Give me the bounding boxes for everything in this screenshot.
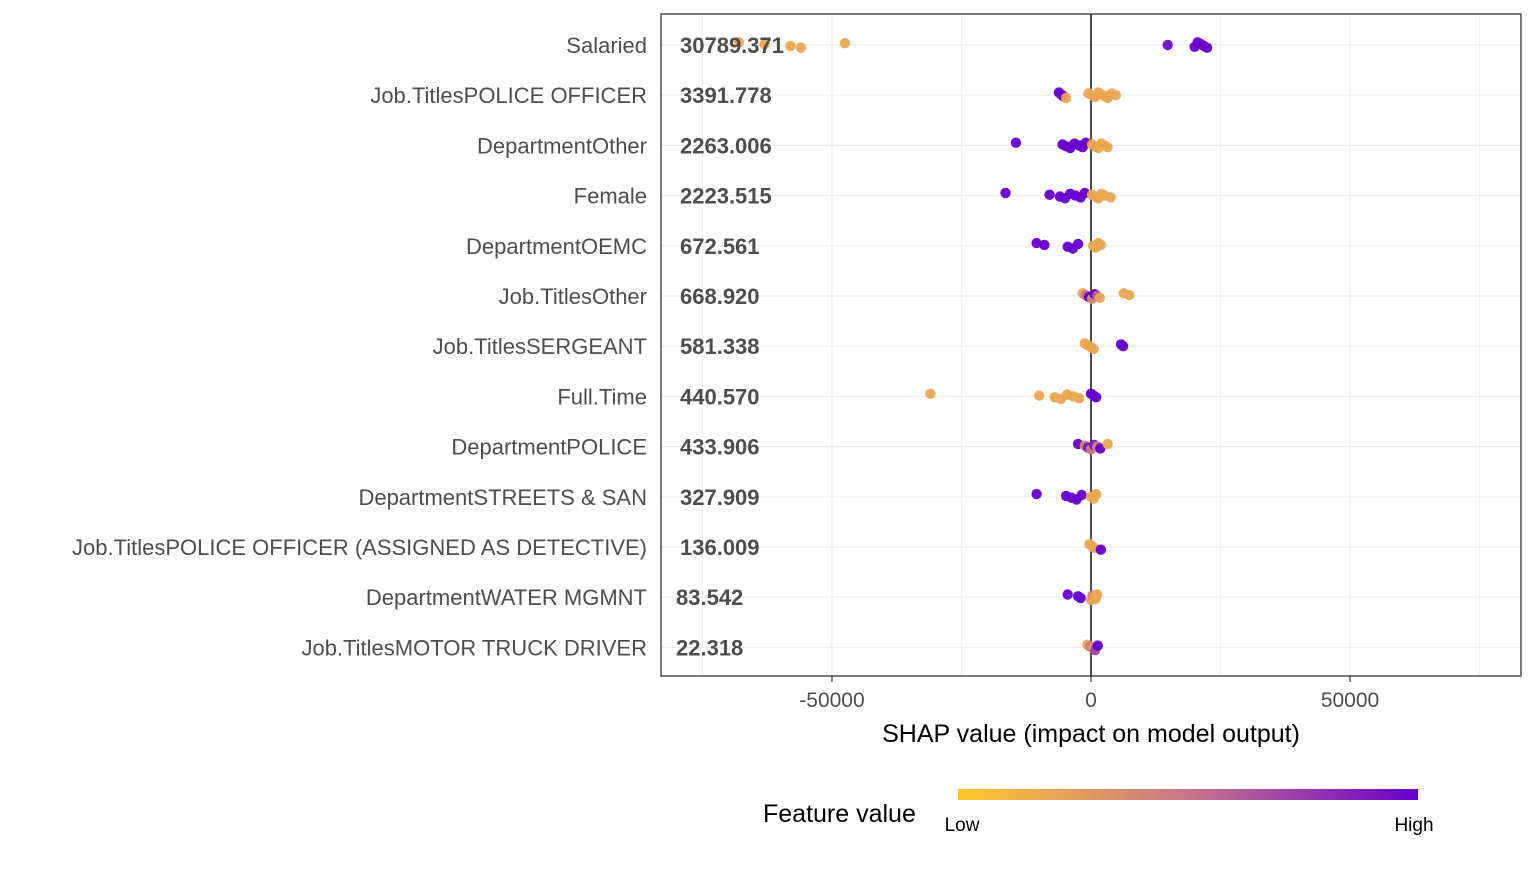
shap-point: [1102, 142, 1113, 153]
feature-label: Female: [574, 184, 647, 209]
feature-label: Full.Time: [557, 384, 647, 409]
mean-abs-shap-label: 668.920: [680, 284, 760, 309]
x-axis: -50000 0 50000: [799, 676, 1379, 712]
shap-point: [1124, 289, 1135, 301]
feature-points: [1031, 237, 1107, 254]
feature-points: [1072, 438, 1113, 455]
shap-point: [839, 38, 851, 49]
shap-point: [1073, 393, 1085, 404]
labels-layer: Salaried 30789.371 Job.TitlesPOLICE OFFICE…: [72, 33, 784, 660]
x-tick-label: -50000: [799, 689, 864, 712]
shap-point: [1117, 341, 1129, 352]
feature-label: Job.TitlesSERGEANT: [433, 334, 647, 359]
mean-abs-shap-label: 136.009: [680, 535, 760, 560]
shap-point: [1033, 390, 1045, 401]
legend-low-label: Low: [945, 815, 980, 836]
feature-label: Job.TitlesPOLICE OFFICER: [370, 83, 647, 108]
mean-abs-shap-label: 30789.371: [680, 33, 784, 58]
legend-high-label: High: [1394, 815, 1433, 836]
shap-point: [1095, 239, 1107, 251]
feature-points: [1031, 488, 1102, 505]
shap-point: [1105, 192, 1116, 203]
feature-points: [1082, 639, 1103, 656]
feature-points: [1077, 288, 1135, 304]
points-layer: [733, 37, 1213, 656]
shap-point: [1090, 488, 1102, 500]
shap-point: [1110, 90, 1122, 101]
shap-point: [1088, 343, 1099, 355]
shap-point: [1075, 592, 1086, 604]
shap-point: [1060, 92, 1072, 104]
feature-label: Salaried: [566, 33, 647, 58]
feature-points: [1062, 589, 1103, 606]
mean-abs-shap-label: 672.561: [680, 234, 760, 259]
shap-point: [1039, 239, 1050, 251]
shap-point: [759, 38, 770, 50]
mean-abs-shap-label: 2223.515: [680, 184, 772, 209]
shap-point: [1031, 237, 1042, 249]
shap-point: [1102, 438, 1113, 450]
shap-point: [1095, 544, 1107, 555]
shap-point: [795, 42, 807, 53]
feature-points: [1000, 187, 1116, 204]
legend: Feature value Low High: [763, 789, 1434, 836]
x-tick-label: 0: [1085, 689, 1097, 712]
mean-abs-shap-label: 3391.778: [680, 83, 772, 108]
shap-point: [1092, 589, 1103, 600]
shap-point: [1044, 189, 1055, 200]
shap-point: [1031, 488, 1042, 500]
shap-point: [1162, 39, 1173, 51]
shap-point: [1000, 187, 1011, 199]
legend-colorbar: [958, 789, 1418, 800]
mean-abs-shap-label: 440.570: [680, 384, 760, 409]
mean-abs-shap-label: 83.542: [676, 585, 743, 610]
feature-points: [733, 37, 1213, 53]
shap-point: [1062, 589, 1073, 600]
mean-abs-shap-label: 327.909: [680, 485, 760, 510]
feature-label: DepartmentSTREETS & SAN: [358, 485, 647, 510]
feature-points: [1084, 539, 1107, 555]
feature-points: [925, 388, 1102, 405]
feature-points: [1010, 137, 1113, 154]
mean-abs-shap-label: 433.906: [680, 435, 760, 460]
x-axis-title: SHAP value (impact on model output): [882, 720, 1300, 748]
feature-label: Job.TitlesMOTOR TRUCK DRIVER: [301, 635, 647, 660]
feature-label: DepartmentOEMC: [466, 234, 647, 259]
mean-abs-shap-label: 581.338: [680, 334, 760, 359]
x-tick-label: 50000: [1321, 689, 1379, 712]
shap-point: [925, 388, 936, 399]
shap-point: [1076, 489, 1087, 501]
feature-points: [1079, 338, 1129, 355]
legend-title: Feature value: [763, 800, 916, 828]
shap-point: [1010, 137, 1022, 148]
shap-point: [1092, 640, 1103, 651]
feature-label: Job.TitlesOther: [499, 284, 647, 309]
shap-point: [785, 40, 796, 52]
shap-point: [1090, 392, 1102, 403]
feature-label: Job.TitlesPOLICE OFFICER (ASSIGNED AS DE…: [72, 535, 647, 560]
shap-point: [733, 37, 744, 48]
mean-abs-shap-label: 22.318: [676, 635, 743, 660]
feature-label: DepartmentWATER MGMNT: [366, 585, 647, 610]
shap-point: [1072, 238, 1084, 250]
shap-point: [1094, 292, 1106, 303]
shap-point: [1201, 42, 1213, 53]
mean-abs-shap-label: 2263.006: [680, 133, 772, 158]
feature-label: DepartmentOther: [477, 133, 647, 158]
feature-label: DepartmentPOLICE: [451, 435, 647, 460]
feature-points: [1053, 87, 1122, 104]
